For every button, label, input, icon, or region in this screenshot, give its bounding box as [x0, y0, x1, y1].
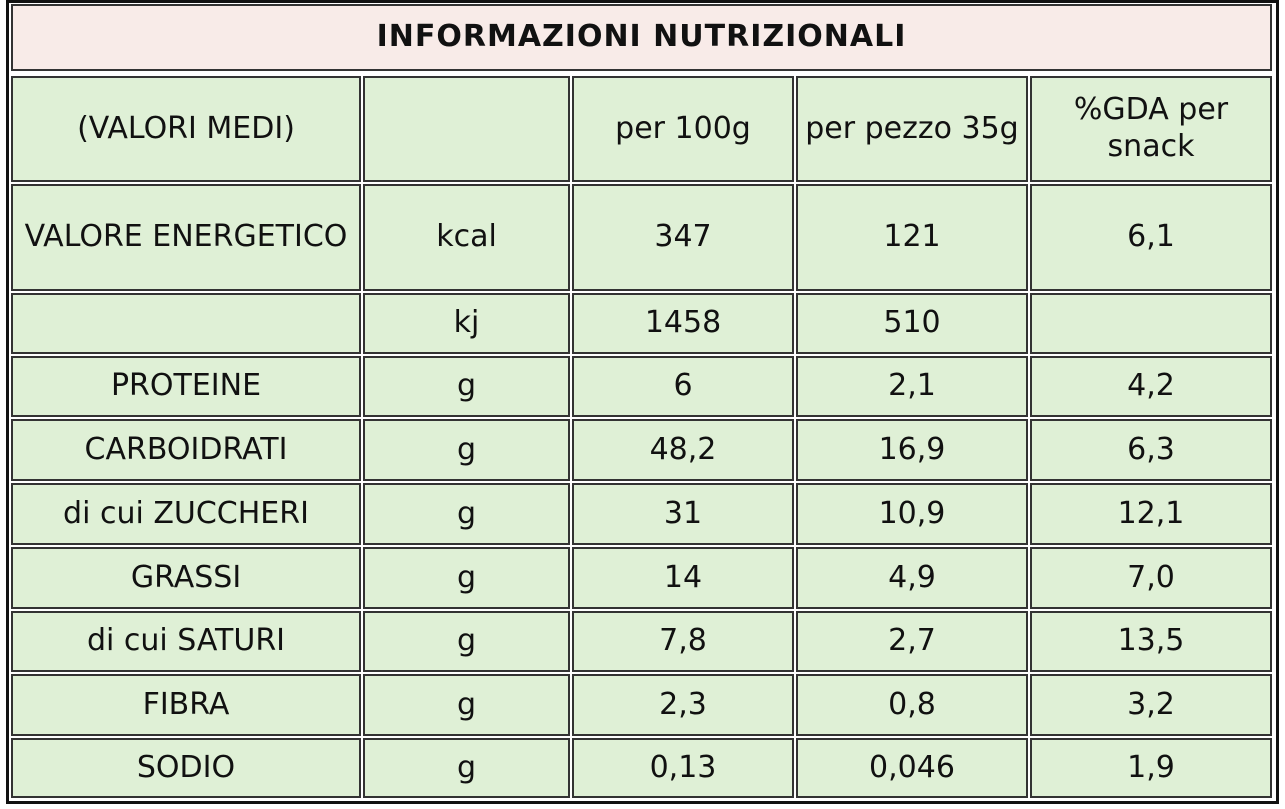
table-cell: 6,3: [1030, 419, 1272, 481]
header-cell: per 100g: [572, 76, 794, 182]
table-cell: VALORE ENERGETICO: [11, 184, 361, 291]
table-cell: GRASSI: [11, 547, 361, 609]
table-cell: 7,8: [572, 611, 794, 672]
table-cell: 12,1: [1030, 483, 1272, 545]
table-cell: 6,1: [1030, 184, 1272, 291]
table-cell: g: [363, 674, 570, 736]
table-cell: kcal: [363, 184, 570, 291]
table-cell: 2,1: [796, 356, 1028, 417]
table-cell: [1030, 293, 1272, 354]
table-cell: 510: [796, 293, 1028, 354]
table-cell: 7,0: [1030, 547, 1272, 609]
table-cell: g: [363, 547, 570, 609]
table-cell: 14: [572, 547, 794, 609]
table-cell: 10,9: [796, 483, 1028, 545]
table-cell: g: [363, 483, 570, 545]
table-cell: 31: [572, 483, 794, 545]
table-cell: g: [363, 419, 570, 481]
table-cell: 4,2: [1030, 356, 1272, 417]
table-cell: PROTEINE: [11, 356, 361, 417]
table-cell: 3,2: [1030, 674, 1272, 736]
header-cell: [363, 76, 570, 182]
table-cell: 0,046: [796, 738, 1028, 798]
table-cell: CARBOIDRATI: [11, 419, 361, 481]
table-cell: 6: [572, 356, 794, 417]
table-cell: g: [363, 611, 570, 672]
table-cell: 347: [572, 184, 794, 291]
table-cell: 16,9: [796, 419, 1028, 481]
table-cell: di cui ZUCCHERI: [11, 483, 361, 545]
table-cell: SODIO: [11, 738, 361, 798]
table-cell: 48,2: [572, 419, 794, 481]
table-cell: 0,13: [572, 738, 794, 798]
table-cell: 121: [796, 184, 1028, 291]
table-cell: 0,8: [796, 674, 1028, 736]
table-cell: 13,5: [1030, 611, 1272, 672]
table-cell: [11, 293, 361, 354]
table-cell: 2,7: [796, 611, 1028, 672]
table-cell: FIBRA: [11, 674, 361, 736]
header-cell: %GDA per snack: [1030, 76, 1272, 182]
header-cell: per pezzo 35g: [796, 76, 1028, 182]
table-cell: g: [363, 738, 570, 798]
table-title: INFORMAZIONI NUTRIZIONALI: [11, 4, 1272, 71]
table-cell: g: [363, 356, 570, 417]
table-cell: 1,9: [1030, 738, 1272, 798]
table-cell: 4,9: [796, 547, 1028, 609]
table-cell: 2,3: [572, 674, 794, 736]
table-cell: di cui SATURI: [11, 611, 361, 672]
table-cell: kj: [363, 293, 570, 354]
nutrition-table: INFORMAZIONI NUTRIZIONALI (VALORI MEDI) pe…: [6, 0, 1279, 804]
table-cell: 1458: [572, 293, 794, 354]
header-cell: (VALORI MEDI): [11, 76, 361, 182]
